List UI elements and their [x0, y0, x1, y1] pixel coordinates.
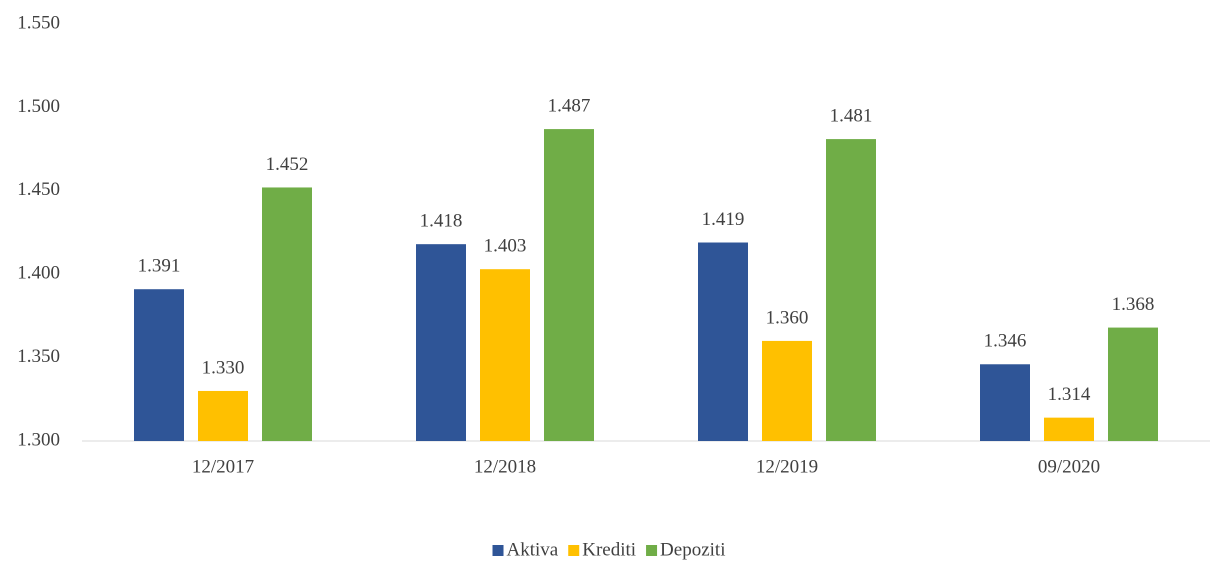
data-label: 1.418: [420, 211, 463, 232]
y-tick-label: 1.300: [17, 429, 60, 450]
x-tick-label: 12/2019: [756, 456, 818, 477]
data-label: 1.391: [138, 256, 181, 277]
bar: [134, 289, 184, 441]
legend-label: Krediti: [582, 539, 636, 560]
data-label: 1.481: [830, 105, 873, 126]
data-label: 1.330: [202, 357, 245, 378]
legend-label: Depoziti: [660, 539, 725, 560]
x-tick-label: 12/2017: [192, 456, 254, 477]
bar: [1044, 417, 1094, 441]
data-label: 1.419: [702, 209, 745, 230]
legend-label: Aktiva: [507, 539, 559, 560]
bar: [980, 364, 1030, 441]
data-label: 1.452: [266, 154, 309, 175]
bar: [198, 390, 248, 441]
y-tick-label: 1.500: [17, 96, 60, 117]
legend-swatch: [646, 545, 658, 556]
bar: [262, 187, 312, 441]
data-label: 1.368: [1112, 294, 1155, 315]
x-tick-label: 09/2020: [1038, 456, 1100, 477]
y-tick-label: 1.350: [17, 346, 60, 367]
data-label: 1.403: [484, 236, 527, 257]
bar: [1108, 327, 1158, 441]
data-label: 1.487: [548, 95, 591, 116]
y-tick-label: 1.450: [17, 179, 60, 200]
data-label: 1.360: [766, 307, 809, 328]
data-label: 1.346: [984, 331, 1027, 352]
bar: [826, 139, 876, 442]
bar: [762, 340, 812, 441]
bar: [698, 242, 748, 441]
bar: [480, 269, 530, 441]
bar: [416, 244, 466, 441]
data-label: 1.314: [1048, 384, 1091, 405]
y-tick-label: 1.550: [17, 12, 60, 33]
x-tick-label: 12/2018: [474, 456, 536, 477]
legend-swatch: [568, 545, 580, 556]
y-tick-label: 1.400: [17, 263, 60, 284]
bar: [544, 129, 594, 442]
legend-swatch: [492, 545, 504, 556]
